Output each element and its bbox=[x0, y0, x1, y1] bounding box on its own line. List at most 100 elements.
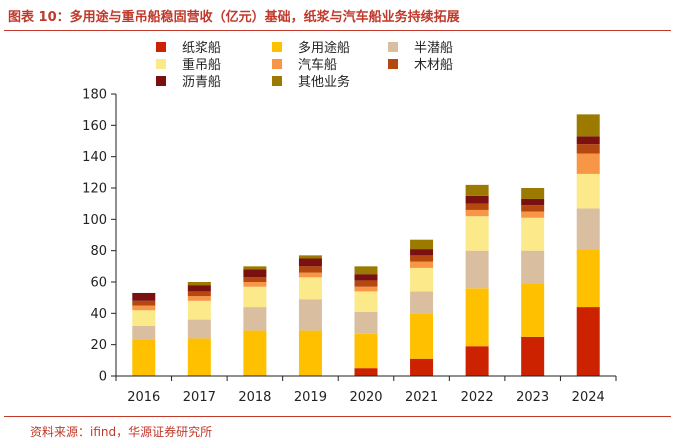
legend-label-多用途船: 多用途船 bbox=[298, 40, 350, 56]
bar-segment-2023-多用途船 bbox=[521, 283, 545, 337]
bar-segment-2022-纸浆船 bbox=[465, 346, 489, 376]
bar-segment-2022-其他业务 bbox=[465, 184, 489, 196]
bar-segment-2021-木材船 bbox=[410, 255, 434, 262]
bar-segment-2023-汽车船 bbox=[521, 211, 545, 218]
bar-segment-2024-重吊船 bbox=[576, 173, 600, 209]
bar-segment-2024-多用途船 bbox=[576, 249, 600, 308]
bar-segment-2024-汽车船 bbox=[576, 153, 600, 174]
bar-segment-2023-其他业务 bbox=[521, 188, 545, 199]
bar-segment-2017-木材船 bbox=[187, 291, 211, 297]
bar-segment-2023-半潜船 bbox=[521, 250, 545, 284]
x-tick-label: 2022 bbox=[461, 390, 494, 405]
bar-segment-2016-重吊船 bbox=[132, 310, 156, 326]
source-note: 资料来源：ifind，华源证券研究所 bbox=[30, 425, 213, 439]
bar-segment-2016-木材船 bbox=[132, 300, 156, 306]
bar-segment-2021-沥青船 bbox=[410, 249, 434, 256]
x-tick-label: 2020 bbox=[349, 390, 382, 405]
bar-segment-2023-木材船 bbox=[521, 205, 545, 212]
y-tick-label: 140 bbox=[82, 150, 107, 165]
bar-segment-2022-汽车船 bbox=[465, 209, 489, 217]
bar-segment-2022-重吊船 bbox=[465, 216, 489, 251]
bar-segment-2021-多用途船 bbox=[410, 313, 434, 359]
legend-label-半潜船: 半潜船 bbox=[414, 41, 453, 56]
x-tick-label: 2017 bbox=[183, 390, 216, 405]
bar-segment-2023-重吊船 bbox=[521, 217, 545, 251]
legend-swatch-其他业务 bbox=[272, 76, 282, 86]
bar-segment-2017-半潜船 bbox=[187, 319, 211, 339]
bar-segment-2018-重吊船 bbox=[243, 286, 267, 308]
bar-segment-2020-半潜船 bbox=[354, 311, 378, 334]
y-tick-label: 80 bbox=[90, 244, 107, 259]
bar-segment-2024-木材船 bbox=[576, 144, 600, 154]
y-tick-label: 40 bbox=[90, 307, 107, 322]
bar-segment-2017-沥青船 bbox=[187, 285, 211, 292]
bar-segment-2022-木材船 bbox=[465, 203, 489, 210]
bar-segment-2020-木材船 bbox=[354, 280, 378, 287]
bar-segment-2024-纸浆船 bbox=[576, 307, 600, 376]
y-tick-label: 120 bbox=[82, 182, 107, 197]
bar-segment-2020-沥青船 bbox=[354, 274, 378, 281]
y-tick-label: 60 bbox=[90, 276, 107, 291]
legend-label-其他业务: 其他业务 bbox=[298, 74, 350, 90]
legend-swatch-木材船 bbox=[388, 59, 398, 69]
bar-segment-2019-重吊船 bbox=[298, 277, 322, 300]
chart-title: 图表 10：多用途与重吊船稳固营收（亿元）基础，纸浆与汽车船业务持续拓展 bbox=[8, 10, 460, 25]
legend-label-木材船: 木材船 bbox=[414, 58, 453, 73]
legend-label-沥青船: 沥青船 bbox=[182, 75, 221, 90]
bottom-rule bbox=[4, 416, 671, 417]
legend-label-重吊船: 重吊船 bbox=[182, 57, 221, 73]
bar-segment-2021-重吊船 bbox=[410, 267, 434, 292]
top-rule bbox=[4, 30, 671, 31]
bar-segment-2020-重吊船 bbox=[354, 291, 378, 312]
bar-segment-2016-半潜船 bbox=[132, 325, 156, 340]
legend-label-纸浆船: 纸浆船 bbox=[182, 41, 221, 56]
bar-segment-2021-其他业务 bbox=[410, 239, 434, 250]
legend-swatch-纸浆船 bbox=[156, 42, 166, 52]
bar-segment-2020-多用途船 bbox=[354, 333, 378, 369]
bar-segment-2016-汽车船 bbox=[132, 305, 156, 311]
bar-segment-2020-汽车船 bbox=[354, 286, 378, 292]
bar-segment-2022-半潜船 bbox=[465, 250, 489, 289]
legend-swatch-重吊船 bbox=[156, 59, 166, 69]
x-tick-label: 2021 bbox=[405, 390, 438, 405]
y-axis: 0 20 40 60 80 100 120 140 160 180 bbox=[82, 88, 117, 385]
bar-segment-2021-半潜船 bbox=[410, 291, 434, 314]
bar-segment-2019-木材船 bbox=[298, 266, 322, 273]
bar-segment-2017-其他业务 bbox=[187, 282, 211, 286]
bar-segment-2018-其他业务 bbox=[243, 266, 267, 270]
y-tick-label: 100 bbox=[82, 213, 107, 228]
legend-swatch-多用途船 bbox=[272, 42, 282, 52]
x-tick-label: 2016 bbox=[127, 390, 160, 405]
bar-segment-2020-其他业务 bbox=[354, 266, 378, 275]
legend-label-汽车船: 汽车船 bbox=[298, 57, 337, 73]
bar-segment-2017-多用途船 bbox=[187, 338, 211, 376]
bar-segment-2018-多用途船 bbox=[243, 330, 267, 376]
bar-segment-2019-沥青船 bbox=[298, 258, 322, 267]
bar-segment-2023-沥青船 bbox=[521, 198, 545, 206]
legend-swatch-汽车船 bbox=[272, 59, 282, 69]
y-tick-label: 20 bbox=[90, 338, 107, 353]
y-tick-label: 180 bbox=[82, 88, 107, 103]
x-tick-label: 2019 bbox=[294, 390, 327, 405]
x-tick-label: 2023 bbox=[516, 390, 549, 405]
legend-swatch-沥青船 bbox=[156, 76, 166, 86]
bar-segment-2018-汽车船 bbox=[243, 282, 267, 287]
bar-segment-2021-纸浆船 bbox=[410, 358, 434, 376]
bar-segment-2021-汽车船 bbox=[410, 261, 434, 268]
bar-segment-2016-多用途船 bbox=[132, 339, 156, 376]
bar-segment-2019-多用途船 bbox=[298, 330, 322, 376]
bar-segment-2016-沥青船 bbox=[132, 292, 156, 301]
bar-segment-2022-沥青船 bbox=[465, 195, 489, 204]
bars bbox=[132, 114, 600, 376]
bar-segment-2018-沥青船 bbox=[243, 269, 267, 278]
bar-segment-2019-汽车船 bbox=[298, 272, 322, 278]
y-tick-label: 160 bbox=[82, 119, 107, 134]
y-tick-label: 0 bbox=[99, 370, 107, 385]
bar-segment-2018-木材船 bbox=[243, 277, 267, 282]
bar-segment-2023-纸浆船 bbox=[521, 336, 545, 376]
bar-segment-2019-其他业务 bbox=[298, 255, 322, 259]
bar-segment-2019-半潜船 bbox=[298, 299, 322, 331]
bar-segment-2020-纸浆船 bbox=[354, 368, 378, 376]
